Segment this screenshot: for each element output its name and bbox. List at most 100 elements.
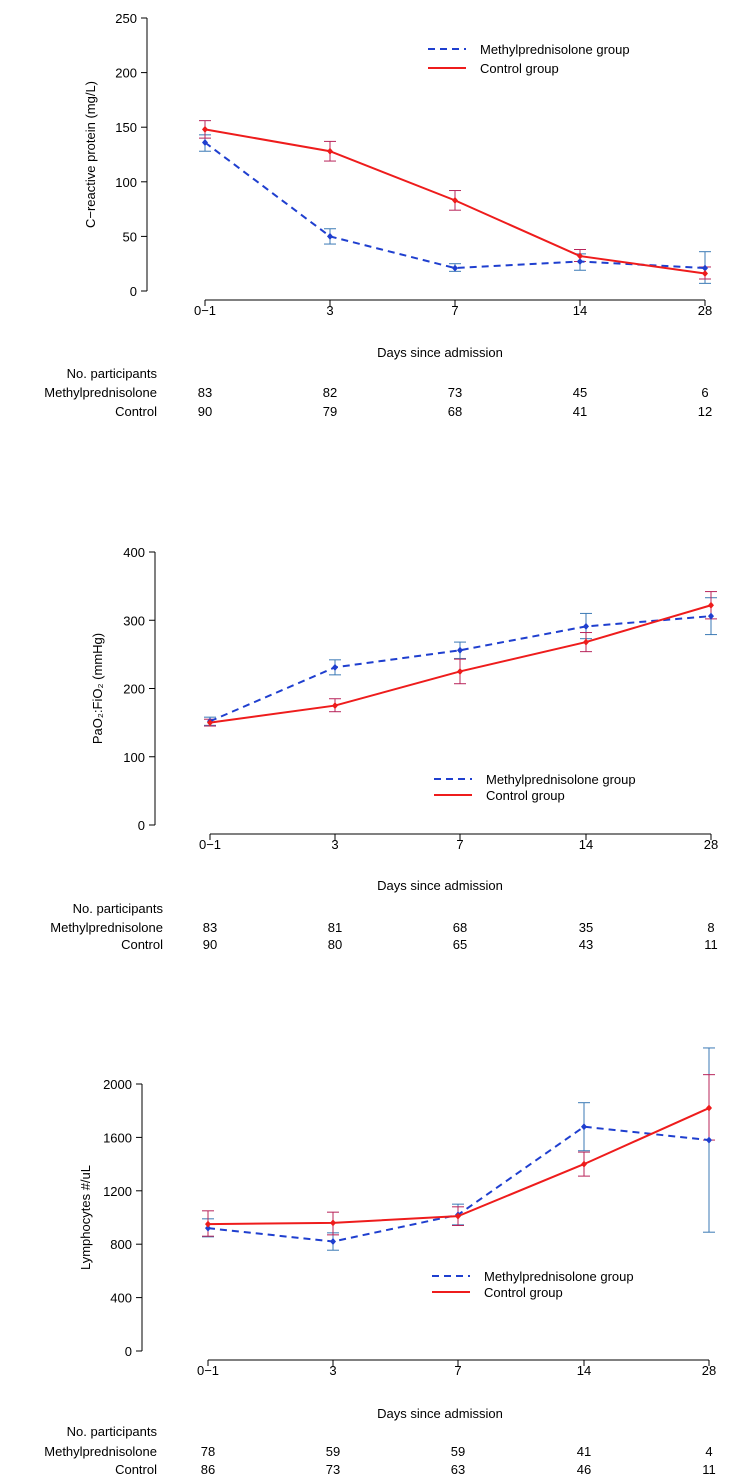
- legend-label: Control group: [480, 61, 559, 76]
- data-point: [457, 667, 463, 675]
- data-point: [702, 264, 708, 272]
- participants-count: 59: [451, 1444, 465, 1459]
- pao2-fio2-chart: 0 100 200 300 400 PaO₂:FiO₂ (mmHg) 0−1 3 7 14 28 Da…: [50, 545, 718, 952]
- legend-label: Control group: [486, 788, 565, 803]
- y-tick-label: 200: [123, 682, 145, 697]
- y-tick-label: 1600: [103, 1130, 132, 1145]
- y-axis-label: Lymphocytes #/uL: [78, 1165, 93, 1270]
- participants-header: No. participants: [73, 901, 164, 916]
- y-tick-label: 1200: [103, 1184, 132, 1199]
- participants-count: 43: [579, 937, 593, 952]
- participants-count: 90: [203, 937, 217, 952]
- participants-count: 65: [453, 937, 467, 952]
- data-point: [202, 138, 208, 146]
- pao2-fio2-chart-panel: 0 100 200 300 400 PaO₂:FiO₂ (mmHg) 0−1 3 7 14 28 Da…: [0, 530, 737, 975]
- x-tick-label: 7: [456, 837, 463, 852]
- lymphocytes-chart-panel: 0 400 800 1200 1600 2000 Lymphocytes #/uL 0−1 3 7…: [0, 1047, 737, 1481]
- y-tick-label: 0: [125, 1344, 132, 1359]
- participants-table: No. participants Methylprednisolone 83 81 68…: [50, 901, 717, 952]
- participants-count: 83: [198, 385, 212, 400]
- legend-label: Control group: [484, 1285, 563, 1300]
- x-tick-label: 0−1: [199, 837, 221, 852]
- data-point: [457, 646, 463, 654]
- participants-count: 79: [323, 404, 337, 419]
- y-tick-label: 300: [123, 613, 145, 628]
- participants-row-label: Control: [115, 1462, 157, 1477]
- x-axis-label: Days since admission: [377, 1406, 503, 1421]
- data-point: [205, 1224, 211, 1232]
- legend-label: Methylprednisolone group: [486, 772, 636, 787]
- data-point: [706, 1136, 712, 1144]
- participants-header: No. participants: [67, 366, 158, 381]
- y-tick-label: 800: [110, 1237, 132, 1252]
- participants-count: 81: [328, 920, 342, 935]
- data-point: [327, 232, 333, 240]
- participants-count: 83: [203, 920, 217, 935]
- y-tick-label: 2000: [103, 1077, 132, 1092]
- participants-row-label: Control: [121, 937, 163, 952]
- participants-table: No. participants Methylprednisolone 78 59 59…: [44, 1424, 715, 1477]
- y-tick-label: 250: [115, 11, 137, 26]
- participants-count: 41: [577, 1444, 591, 1459]
- x-tick-label: 14: [577, 1363, 591, 1378]
- participants-count: 86: [201, 1462, 215, 1477]
- data-point: [708, 601, 714, 609]
- x-axis-label: Days since admission: [377, 345, 503, 360]
- participants-count: 11: [704, 937, 718, 952]
- data-point: [708, 612, 714, 620]
- x-tick-label: 28: [698, 303, 712, 318]
- error-bars-series-1: [204, 591, 717, 727]
- participants-row-label: Methylprednisolone: [44, 1444, 157, 1459]
- x-tick-label: 0−1: [197, 1363, 219, 1378]
- data-point: [205, 1220, 211, 1228]
- y-tick-label: 400: [123, 545, 145, 560]
- participants-count: 46: [577, 1462, 591, 1477]
- data-point: [327, 147, 333, 155]
- participants-header: No. participants: [67, 1424, 158, 1439]
- data-point: [706, 1104, 712, 1112]
- lymphocytes-chart: 0 400 800 1200 1600 2000 Lymphocytes #/uL 0−1 3 7…: [44, 1047, 716, 1477]
- data-point: [452, 196, 458, 204]
- participants-count: 78: [201, 1444, 215, 1459]
- participants-count: 63: [451, 1462, 465, 1477]
- participants-count: 80: [328, 937, 342, 952]
- participants-count: 68: [453, 920, 467, 935]
- legend-label: Methylprednisolone group: [484, 1269, 634, 1284]
- data-point: [702, 270, 708, 278]
- participants-row-label: Methylprednisolone: [50, 920, 163, 935]
- participants-count: 82: [323, 385, 337, 400]
- y-tick-label: 200: [115, 66, 137, 81]
- x-tick-label: 3: [329, 1363, 336, 1378]
- data-point: [455, 1212, 461, 1220]
- participants-count: 41: [573, 404, 587, 419]
- y-tick-label: 150: [115, 120, 137, 135]
- data-point: [577, 252, 583, 260]
- x-tick-label: 7: [451, 303, 458, 318]
- x-tick-label: 28: [704, 837, 718, 852]
- participants-count: 59: [326, 1444, 340, 1459]
- crp-chart: 0 50 100 150 200 250 C−reactive protein (mg/L)…: [44, 11, 712, 419]
- y-tick-label: 400: [110, 1291, 132, 1306]
- participants-count: 73: [448, 385, 462, 400]
- y-tick-label: 100: [115, 175, 137, 190]
- x-tick-label: 7: [454, 1363, 461, 1378]
- participants-count: 45: [573, 385, 587, 400]
- data-point: [332, 663, 338, 671]
- series-line-methylprednisolone: [209, 615, 712, 723]
- data-point: [577, 258, 583, 266]
- participants-count: 4: [705, 1444, 712, 1459]
- y-tick-label: 0: [130, 284, 137, 299]
- x-tick-label: 0−1: [194, 303, 216, 318]
- data-point: [583, 622, 589, 630]
- participants-count: 6: [701, 385, 708, 400]
- data-point: [581, 1123, 587, 1131]
- data-point: [332, 702, 338, 710]
- x-axis-label: Days since admission: [377, 878, 503, 893]
- participants-count: 35: [579, 920, 593, 935]
- y-tick-label: 0: [138, 818, 145, 833]
- participants-count: 90: [198, 404, 212, 419]
- participants-count: 12: [698, 404, 712, 419]
